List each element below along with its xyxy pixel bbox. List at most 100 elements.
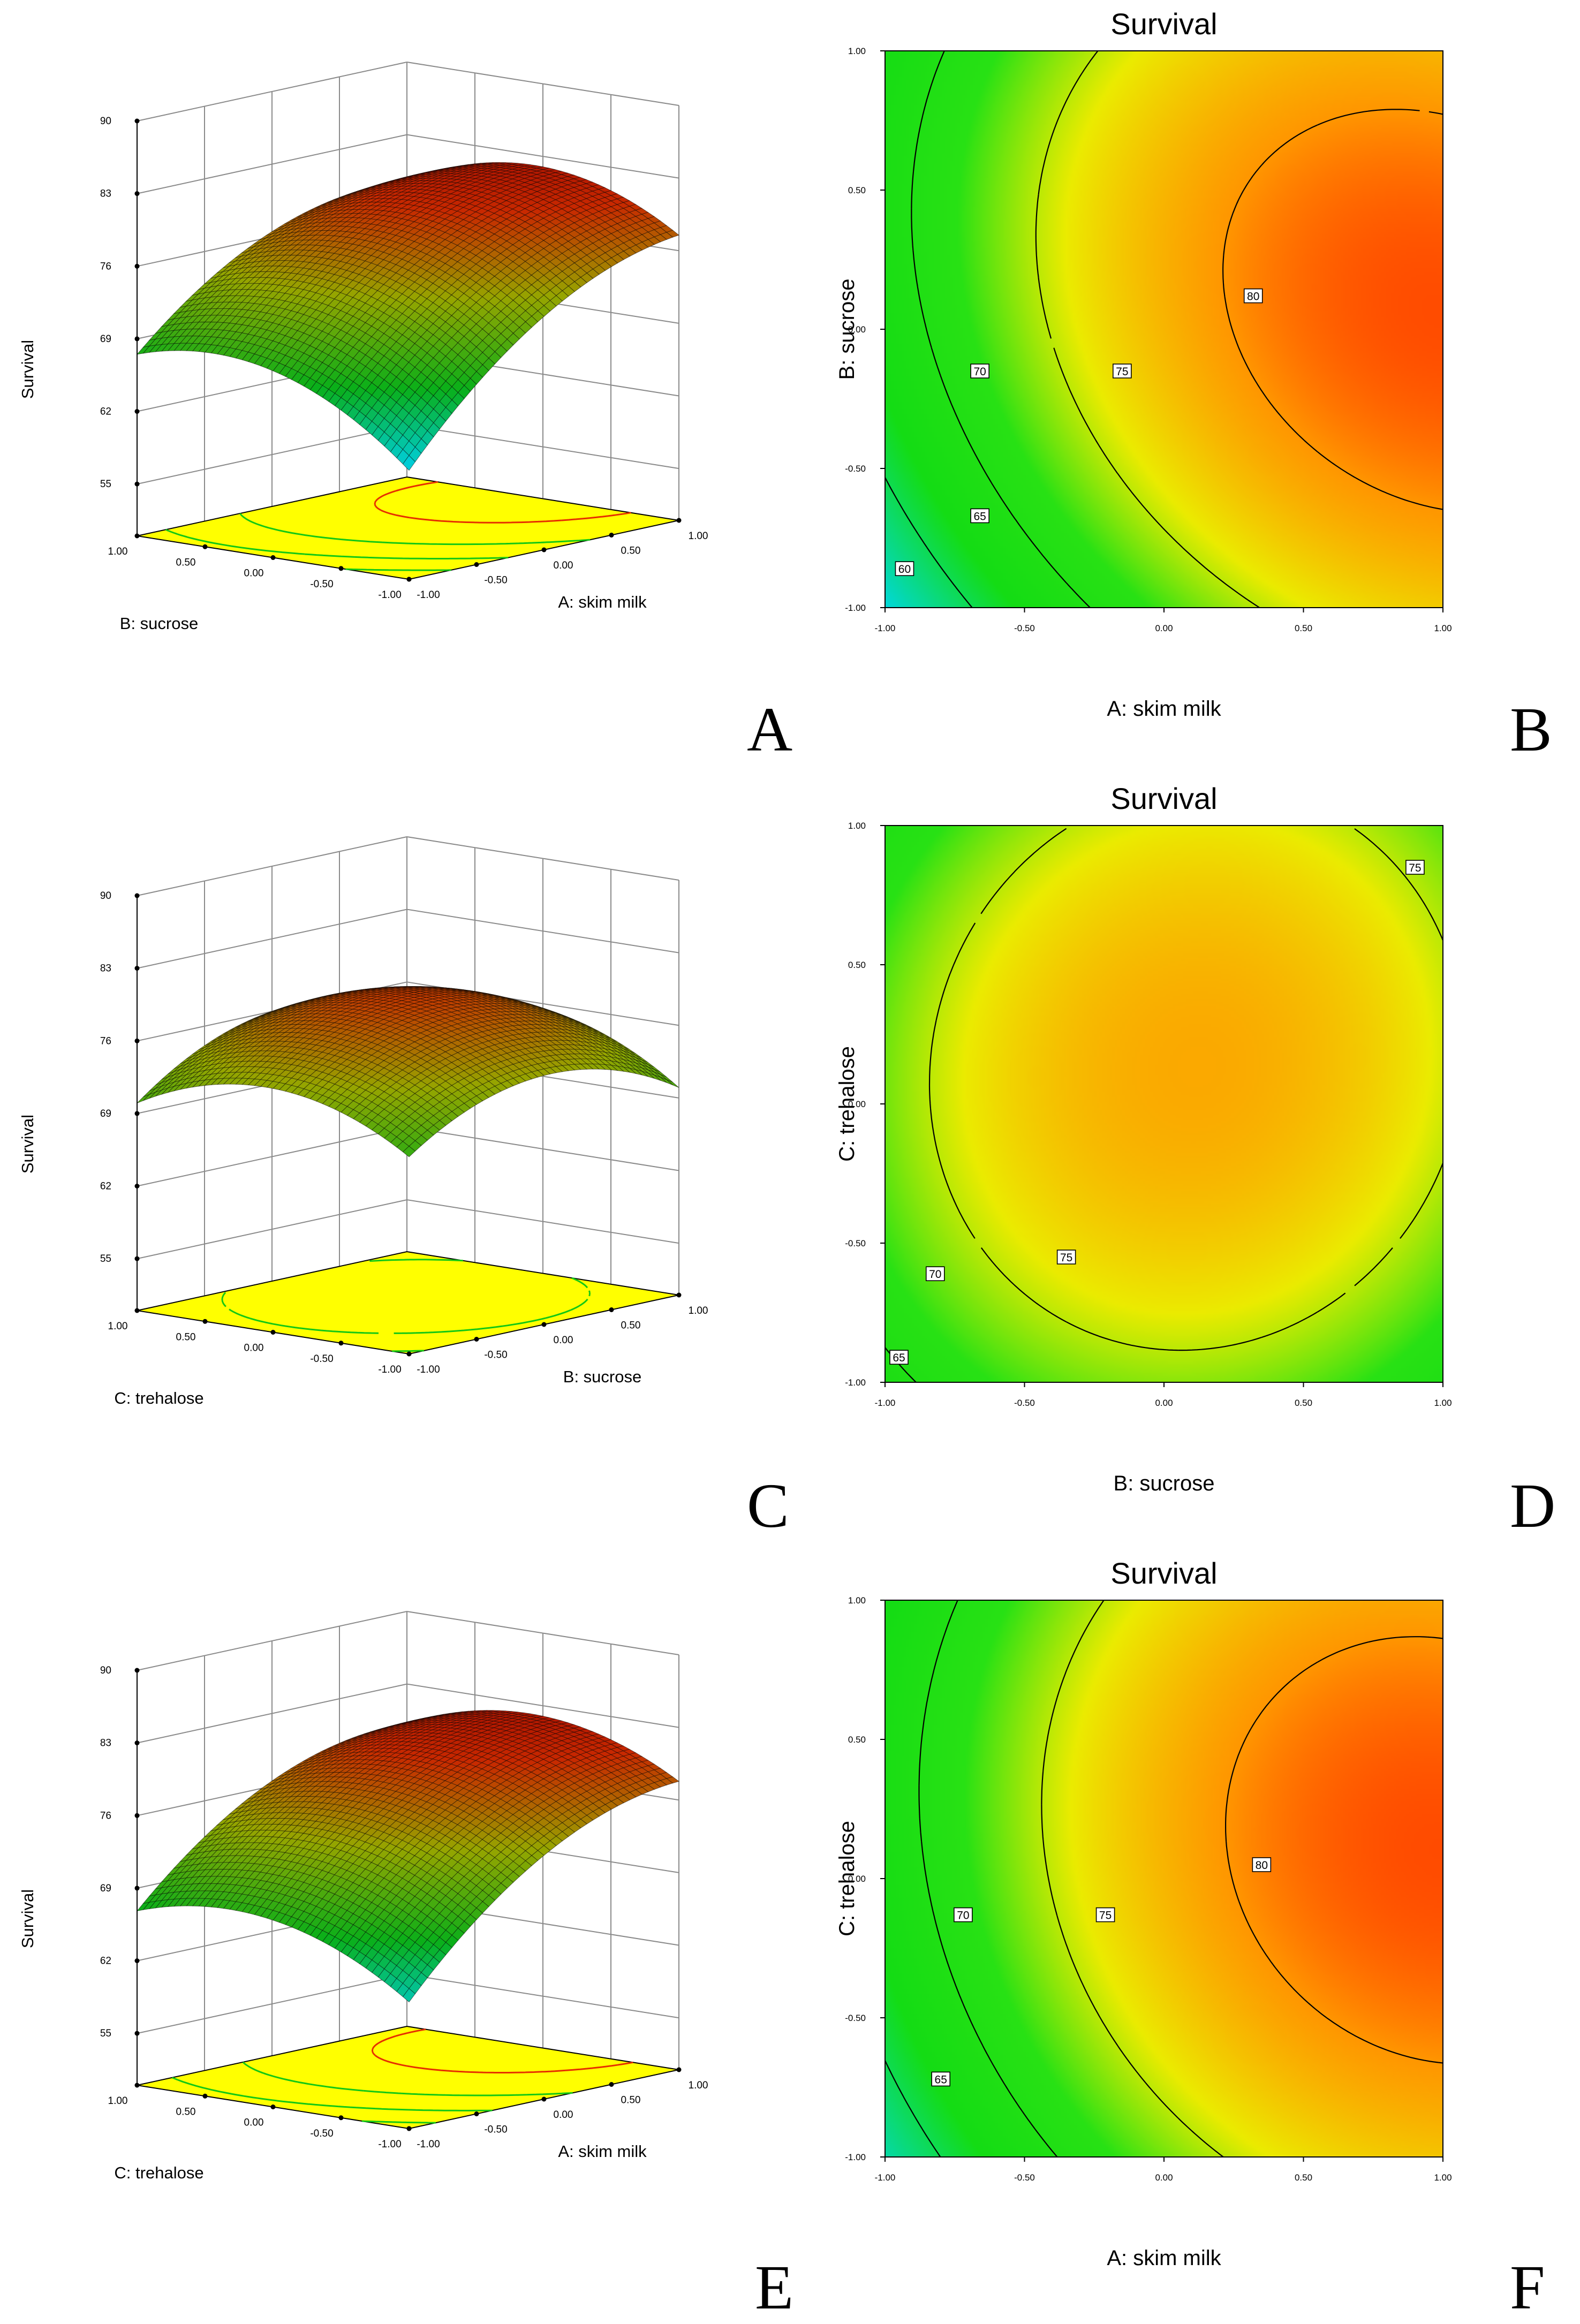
contour-label-70: 70 [973, 366, 986, 378]
floor-contour-70 [165, 528, 509, 559]
z-tick-dot [134, 1111, 140, 1116]
wall-grid-line [406, 836, 679, 881]
z-tick-label: 90 [100, 116, 111, 127]
x-axis-label: B: sucrose [1114, 1472, 1215, 1495]
contour-label-box [925, 1266, 945, 1282]
x-axis-label: A: skim milk [1107, 697, 1221, 721]
surface-facet [402, 455, 416, 471]
wall-grid-line [137, 62, 407, 122]
chart-title: Survival [1110, 7, 1217, 41]
z-tick-dot [134, 1184, 140, 1189]
x-tick-label: -0.50 [1014, 1398, 1035, 1408]
y-tick-label: -0.50 [845, 464, 866, 474]
contour-label-box [1113, 364, 1132, 378]
z-tick-dot [134, 118, 140, 124]
x-tick-dot [474, 1337, 479, 1342]
wall-grid-line [137, 909, 407, 969]
contour-label-65: 65 [973, 510, 986, 523]
y-tick-label: 1.00 [848, 821, 866, 831]
wall-grid-line [406, 1683, 679, 1728]
y-tick-label: 0.00 [848, 1099, 866, 1109]
wall-grid-line [406, 1974, 679, 2019]
wall-grid-line [137, 134, 407, 194]
x-tick-label: 1.00 [689, 1305, 708, 1316]
surface-plot-A: 556269768390-1.00-0.500.000.501.00-1.00-… [18, 62, 708, 633]
y-tick-dot [406, 577, 412, 582]
y-tick-dot [338, 1341, 344, 1346]
contour-label-box [895, 561, 914, 576]
chart-title: Survival [1110, 782, 1217, 815]
x-tick-label: 0.00 [554, 1335, 573, 1346]
response-surface [136, 162, 679, 471]
surface-facet [402, 1146, 416, 1157]
x-tick-dot [474, 562, 479, 567]
contour-label-box [1405, 860, 1425, 875]
floor-plane [137, 1251, 679, 1355]
z-tick-label: 69 [100, 1108, 111, 1119]
x-tick-label: 0.00 [1155, 1398, 1173, 1408]
z-tick-label: 69 [100, 334, 111, 345]
x-tick-label: -0.50 [484, 575, 507, 586]
x-tick-label: 0.50 [1295, 623, 1312, 633]
y-tick-label: 0.50 [176, 557, 196, 568]
wall-grid-line [137, 1974, 407, 2034]
y-tick-label: -0.50 [310, 579, 333, 590]
z-axis-label: Survival [18, 1115, 37, 1174]
wall-grid-line [406, 134, 679, 179]
y-tick-dot [270, 1330, 276, 1335]
x-tick-dot [541, 547, 547, 552]
wall-grid-line [406, 1199, 679, 1244]
x-axis-label: B: sucrose [563, 1367, 641, 1386]
x-tick-label: 1.00 [1434, 1398, 1452, 1408]
z-tick-label: 55 [100, 479, 111, 490]
x-tick-label: 0.50 [1295, 1398, 1312, 1408]
contour-label-60: 60 [898, 563, 911, 576]
wall-grid-line [137, 1611, 407, 1671]
z-tick-label: 62 [100, 406, 111, 418]
floor-plane [137, 2025, 679, 2130]
y-tick-dot [338, 566, 344, 571]
x-axis-label: A: skim milk [558, 593, 647, 611]
contour-label-box [1243, 288, 1263, 304]
z-tick-dot [134, 1256, 140, 1261]
y-tick-dot [270, 555, 276, 560]
y-tick-label: 1.00 [108, 1321, 128, 1332]
floor-contour-80 [372, 2028, 633, 2073]
x-tick-label: 0.50 [621, 1320, 641, 1331]
contour-line-70 [911, 50, 1091, 608]
contour-label-65: 65 [893, 1352, 905, 1364]
z-tick-dot [134, 336, 140, 342]
z-tick-dot [134, 893, 140, 898]
floor-contour-80 [374, 481, 631, 524]
x-tick-label: 1.00 [1434, 623, 1452, 633]
contour-label-70: 70 [929, 1268, 941, 1281]
y-tick-label: 0.50 [176, 1331, 196, 1343]
y-tick-dot [134, 1308, 140, 1313]
floor-contour-70 [172, 2077, 493, 2111]
y-tick-label: -0.50 [845, 1238, 866, 1248]
wall-grid-line [406, 425, 679, 470]
z-tick-dot [134, 1038, 140, 1043]
x-tick-dot [676, 518, 682, 523]
floor-contour-75 [242, 2061, 573, 2096]
contour-label-75: 75 [1060, 1252, 1072, 1264]
y-tick-dot [406, 1351, 412, 1357]
floor-contour-75 [221, 1259, 591, 1334]
z-tick-dot [134, 481, 140, 487]
wall-grid-line [137, 1126, 407, 1187]
z-tick-dot [134, 191, 140, 196]
y-tick-dot [202, 544, 208, 549]
y-tick-label: 1.00 [848, 46, 866, 56]
contour-label-75: 75 [1116, 366, 1128, 378]
contour-label-box [1056, 1250, 1076, 1265]
contour-line-75 [928, 828, 1444, 1351]
contour-line-80 [1222, 109, 1443, 510]
floor-contour-65 [345, 568, 451, 571]
response-surface [136, 1710, 680, 2003]
x-tick-label: -1.00 [417, 1364, 440, 1375]
z-tick-label: 83 [100, 188, 111, 200]
z-tick-label: 83 [100, 963, 111, 974]
contour-label-box [970, 364, 989, 378]
wall-grid-line [137, 1199, 407, 1260]
